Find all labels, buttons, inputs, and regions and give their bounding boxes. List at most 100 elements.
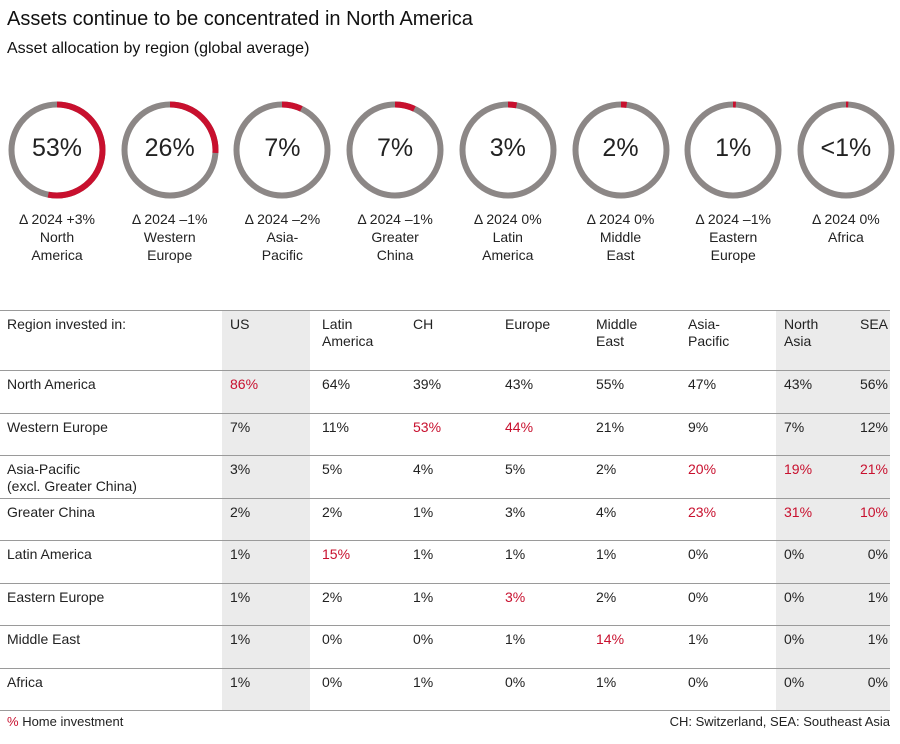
value-cell: 64% bbox=[322, 376, 351, 392]
value-cell: 0% bbox=[688, 588, 709, 605]
region-label: East bbox=[606, 247, 635, 263]
value-cell: 1% bbox=[867, 631, 888, 647]
table-rule bbox=[0, 540, 890, 541]
value-cell: 0% bbox=[322, 631, 343, 647]
value-cell: 1% bbox=[230, 631, 251, 647]
row-label: Eastern Europe bbox=[7, 588, 105, 605]
change-label: Δ 2024 –1% bbox=[131, 211, 208, 227]
row-label: (excl. Greater China) bbox=[7, 478, 137, 494]
donut-slice bbox=[797, 101, 895, 199]
home-value-cell: 31% bbox=[784, 503, 813, 520]
column-header: Latin bbox=[322, 316, 353, 332]
region-label: China bbox=[376, 247, 414, 263]
region-label: Greater bbox=[371, 229, 419, 245]
donut-4: 7% bbox=[345, 100, 445, 200]
donut-caption: Δ 2024 0% Africa bbox=[790, 210, 900, 246]
home-value-cell: 3% bbox=[505, 588, 526, 605]
region-label: Eastern bbox=[709, 229, 758, 245]
column-header: America bbox=[322, 333, 374, 349]
donut-8: <1% bbox=[796, 100, 896, 200]
table-rule bbox=[0, 582, 890, 584]
value-cell: 5% bbox=[505, 461, 526, 477]
donut-caption: Δ 2024 –1% Eastern Europe bbox=[677, 210, 789, 264]
row-label: North America bbox=[7, 376, 96, 392]
row-label: Latin America bbox=[7, 546, 92, 562]
donut-value-label: 2% bbox=[602, 134, 639, 162]
row-label: Middle East bbox=[7, 631, 81, 647]
value-cell: 39% bbox=[413, 376, 442, 392]
table-rule bbox=[0, 497, 890, 499]
corner-label: Region invested in: bbox=[7, 316, 127, 332]
donut-value-label: 53% bbox=[31, 134, 83, 162]
value-cell: 4% bbox=[596, 503, 617, 520]
shade-band bbox=[776, 310, 890, 710]
region-label: Europe bbox=[147, 247, 193, 263]
donut-1: 53% bbox=[7, 100, 107, 200]
region-label: America bbox=[31, 247, 83, 263]
column-header: CH bbox=[413, 316, 434, 332]
region-label: America bbox=[482, 247, 534, 263]
table-rule bbox=[0, 625, 890, 626]
shade-band bbox=[222, 310, 310, 710]
value-cell: 1% bbox=[413, 588, 434, 605]
value-cell: 1% bbox=[596, 673, 617, 690]
value-cell: 1% bbox=[230, 588, 251, 605]
value-cell: 56% bbox=[859, 376, 888, 392]
column-header: Europe bbox=[505, 316, 551, 332]
donut-caption: Δ 2024 0% Middle East bbox=[565, 210, 677, 264]
change-label: Δ 2024 0% bbox=[586, 211, 655, 227]
value-cell: 1% bbox=[230, 673, 251, 690]
row-label: Asia-Pacific bbox=[7, 461, 81, 477]
donut-value-label: 1% bbox=[715, 134, 752, 162]
donut-value-label: <1% bbox=[820, 134, 872, 162]
region-label: Latin bbox=[492, 229, 523, 245]
table-rule bbox=[0, 310, 890, 311]
value-cell: 1% bbox=[596, 546, 617, 562]
change-label: Δ 2024 –1% bbox=[357, 211, 433, 227]
region-label: Asia- bbox=[266, 229, 299, 245]
home-value-cell: 15% bbox=[322, 546, 351, 562]
value-cell: 2% bbox=[596, 461, 617, 477]
region-label: Middle bbox=[599, 229, 642, 245]
donut-slice bbox=[459, 101, 557, 199]
donut-slice bbox=[233, 101, 331, 199]
value-cell: 1% bbox=[413, 673, 434, 690]
value-cell: 0% bbox=[867, 546, 888, 562]
row-label: Greater China bbox=[7, 503, 95, 520]
table-rule bbox=[0, 455, 890, 456]
change-label: Δ 2024 –2% bbox=[244, 211, 321, 227]
footnote: CH: Switzerland, SEA: Southeast Asia bbox=[669, 714, 890, 729]
value-cell: 0% bbox=[784, 546, 805, 562]
column-header: Middle bbox=[596, 316, 638, 332]
value-cell: 7% bbox=[230, 418, 251, 435]
donut-value-label: 26% bbox=[144, 134, 195, 162]
change-label: Δ 2024 –1% bbox=[695, 211, 771, 227]
value-cell: 11% bbox=[322, 418, 349, 435]
donut-value-label: 7% bbox=[264, 134, 301, 162]
column-header: East bbox=[596, 333, 625, 349]
value-cell: 43% bbox=[784, 376, 813, 392]
value-cell: 0% bbox=[505, 673, 526, 690]
home-value-cell: 19% bbox=[784, 461, 813, 477]
donut-value-label: 7% bbox=[377, 134, 414, 162]
value-cell: 5% bbox=[322, 461, 343, 477]
row-label: Africa bbox=[7, 673, 43, 690]
column-header: Asia bbox=[784, 333, 812, 349]
donut-caption: Δ 2024 0% Latin America bbox=[452, 210, 564, 264]
value-cell: 1% bbox=[413, 546, 434, 562]
value-cell: 2% bbox=[230, 503, 251, 520]
donut-caption: Δ 2024 +3% North America bbox=[1, 210, 113, 264]
value-cell: 55% bbox=[596, 376, 625, 392]
row-label: Western Europe bbox=[7, 418, 108, 435]
value-cell: 1% bbox=[230, 546, 251, 562]
region-label: Western bbox=[143, 229, 196, 245]
change-label: Δ 2024 0% bbox=[473, 211, 542, 227]
column-header: North bbox=[784, 316, 819, 332]
column-header: Asia- bbox=[688, 316, 720, 332]
value-cell: 21% bbox=[596, 418, 625, 435]
home-value-cell: 44% bbox=[505, 418, 534, 435]
value-cell: 43% bbox=[505, 376, 534, 392]
legend-home-label: Home investment bbox=[22, 714, 124, 729]
value-cell: 3% bbox=[505, 503, 526, 520]
table-rule bbox=[0, 412, 890, 414]
